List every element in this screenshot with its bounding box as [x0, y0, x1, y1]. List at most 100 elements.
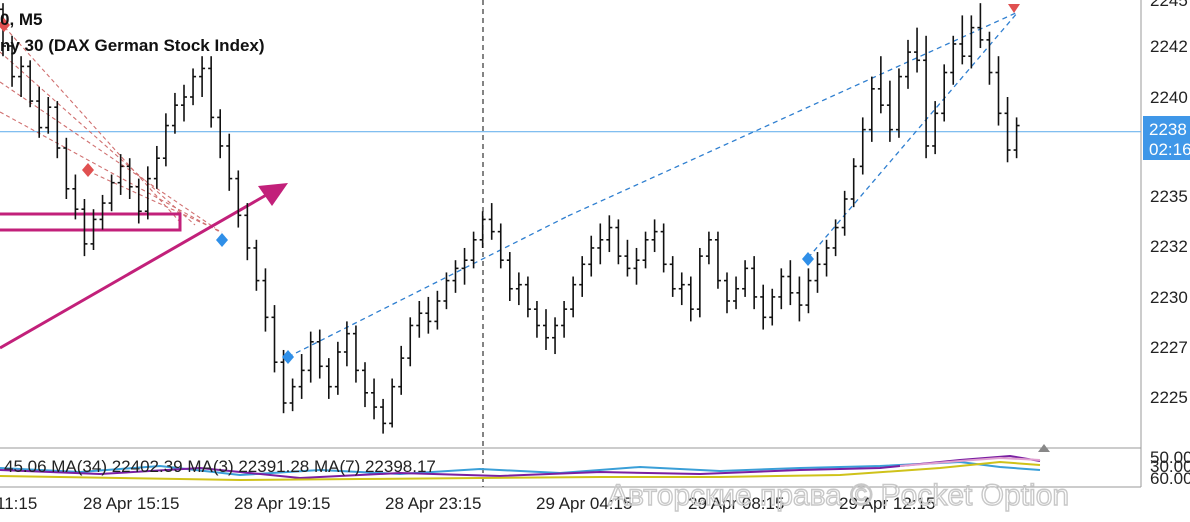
ohlc-bar [832, 219, 839, 257]
ohlc-bar [280, 349, 287, 414]
sell-signal-arrow [1008, 4, 1020, 13]
y-tick-label: 2227 [1150, 338, 1188, 357]
ohlc-bar [552, 317, 559, 355]
watermark: Авторские права © Pocket Option [608, 479, 1069, 512]
ohlc-bar [488, 203, 495, 240]
ohlc-bar [868, 76, 875, 142]
ohlc-bar [262, 268, 269, 332]
ohlc-bar [289, 378, 296, 412]
ohlc-bar [199, 56, 206, 97]
fan-line [0, 51, 196, 226]
x-tick-label: 28 Apr 19:15 [234, 494, 330, 513]
ohlc-bar [724, 272, 730, 314]
ohlc-bar [714, 231, 721, 289]
ohlc-bar [805, 268, 812, 314]
y-tick-label: 2242 [1150, 37, 1188, 56]
ohlc-bar [117, 154, 124, 195]
ohlc-bar [45, 97, 52, 134]
ohlc-bar [633, 247, 640, 285]
indicator-series-line [0, 460, 1041, 482]
ohlc-bar [696, 247, 703, 318]
ohlc-bar [524, 276, 531, 318]
ohlc-bar [452, 260, 459, 293]
x-tick-label: 28 Apr 15:15 [83, 494, 179, 513]
current-price-label: 2238 [1149, 120, 1187, 139]
ohlc-bar [515, 272, 522, 306]
indicator-y-tick: 30.00 [1150, 457, 1190, 476]
ohlc-bar [543, 309, 549, 350]
buy-signal-marker [216, 233, 228, 247]
ohlc-bar [597, 223, 604, 265]
sell-signal-marker [0, 18, 10, 32]
indicator-label: 45.06 MA(34) 22402.39 MA(3) 22391.28 MA(… [4, 457, 436, 476]
ohlc-bar [814, 252, 821, 293]
ohlc-bar [995, 56, 1002, 126]
ohlc-bar [642, 231, 649, 269]
ohlc-bar [171, 92, 178, 134]
chart-frame [0, 0, 1142, 488]
trend-line [807, 11, 1019, 259]
ohlc-bar [588, 235, 595, 277]
ohlc-bar [687, 276, 694, 322]
ohlc-bar [18, 56, 25, 97]
ohlc-bar [316, 329, 323, 379]
x-axis: 11:15 28 Apr 15:15 28 Apr 19:15 28 Apr 23:1… [0, 494, 935, 513]
ohlc-bar [561, 301, 568, 338]
ohlc-bar [334, 341, 341, 395]
ohlc-bar [859, 117, 866, 175]
fan-line [0, 21, 181, 223]
current-time-label: 02:16 [1149, 140, 1190, 159]
ohlc-bar [325, 358, 332, 399]
ohlc-bar [1013, 117, 1020, 159]
x-tick-label: 29 Apr 12:15 [839, 494, 935, 513]
ohlc-bar [27, 60, 34, 108]
ohlc-bar [877, 56, 884, 114]
ohlc-bar [416, 301, 423, 338]
ohlc-bar [235, 170, 242, 228]
ohlc-bar [90, 209, 97, 250]
x-tick-label: 11:15 [0, 494, 37, 513]
ohlc-bar [244, 203, 251, 261]
ohlc-bar [352, 325, 359, 383]
price-bars [0, 3, 1020, 434]
ohlc-bar [733, 276, 740, 310]
ohlc-bar [660, 223, 667, 273]
ohlc-bar [217, 109, 224, 159]
ohlc-bar [208, 56, 215, 128]
ohlc-bar [606, 215, 613, 253]
ohlc-bar [769, 288, 776, 326]
ohlc-bar [190, 68, 197, 106]
ohlc-bar [760, 284, 767, 330]
trend-line [287, 215, 569, 358]
ohlc-bar [343, 321, 350, 367]
ohlc-bar [144, 166, 151, 220]
ohlc-bar [705, 231, 712, 265]
ohlc-bar [298, 354, 305, 399]
ohlc-bar [362, 362, 368, 408]
ohlc-bar [99, 194, 106, 230]
ohlc-bar [470, 231, 477, 269]
y-axis: 222522272230223222352237224022422245 [1150, 0, 1188, 407]
trend-line [567, 11, 1019, 217]
ohlc-bar [742, 260, 749, 297]
ohlc-bar [778, 268, 785, 310]
sell-signal-marker [82, 163, 94, 177]
ohlc-bar [895, 68, 902, 138]
ohlc-bar [226, 133, 233, 191]
ohlc-bar [886, 80, 893, 142]
indicator-y-tick: 60.00 [1150, 469, 1190, 488]
x-tick-label: 29 Apr 04:15 [536, 494, 632, 513]
ohlc-bar [63, 137, 70, 199]
ohlc-bar [434, 290, 441, 330]
ohlc-bar [425, 296, 432, 334]
ohlc-bar [905, 39, 911, 89]
ohlc-bar [407, 317, 414, 367]
indicator-y-tick: 50.00 [1150, 448, 1190, 467]
chart-title-line1: 0, M5 [0, 10, 43, 29]
ohlc-bar [9, 35, 16, 87]
ohlc-bar [398, 345, 405, 395]
ohlc-bar [54, 101, 61, 159]
